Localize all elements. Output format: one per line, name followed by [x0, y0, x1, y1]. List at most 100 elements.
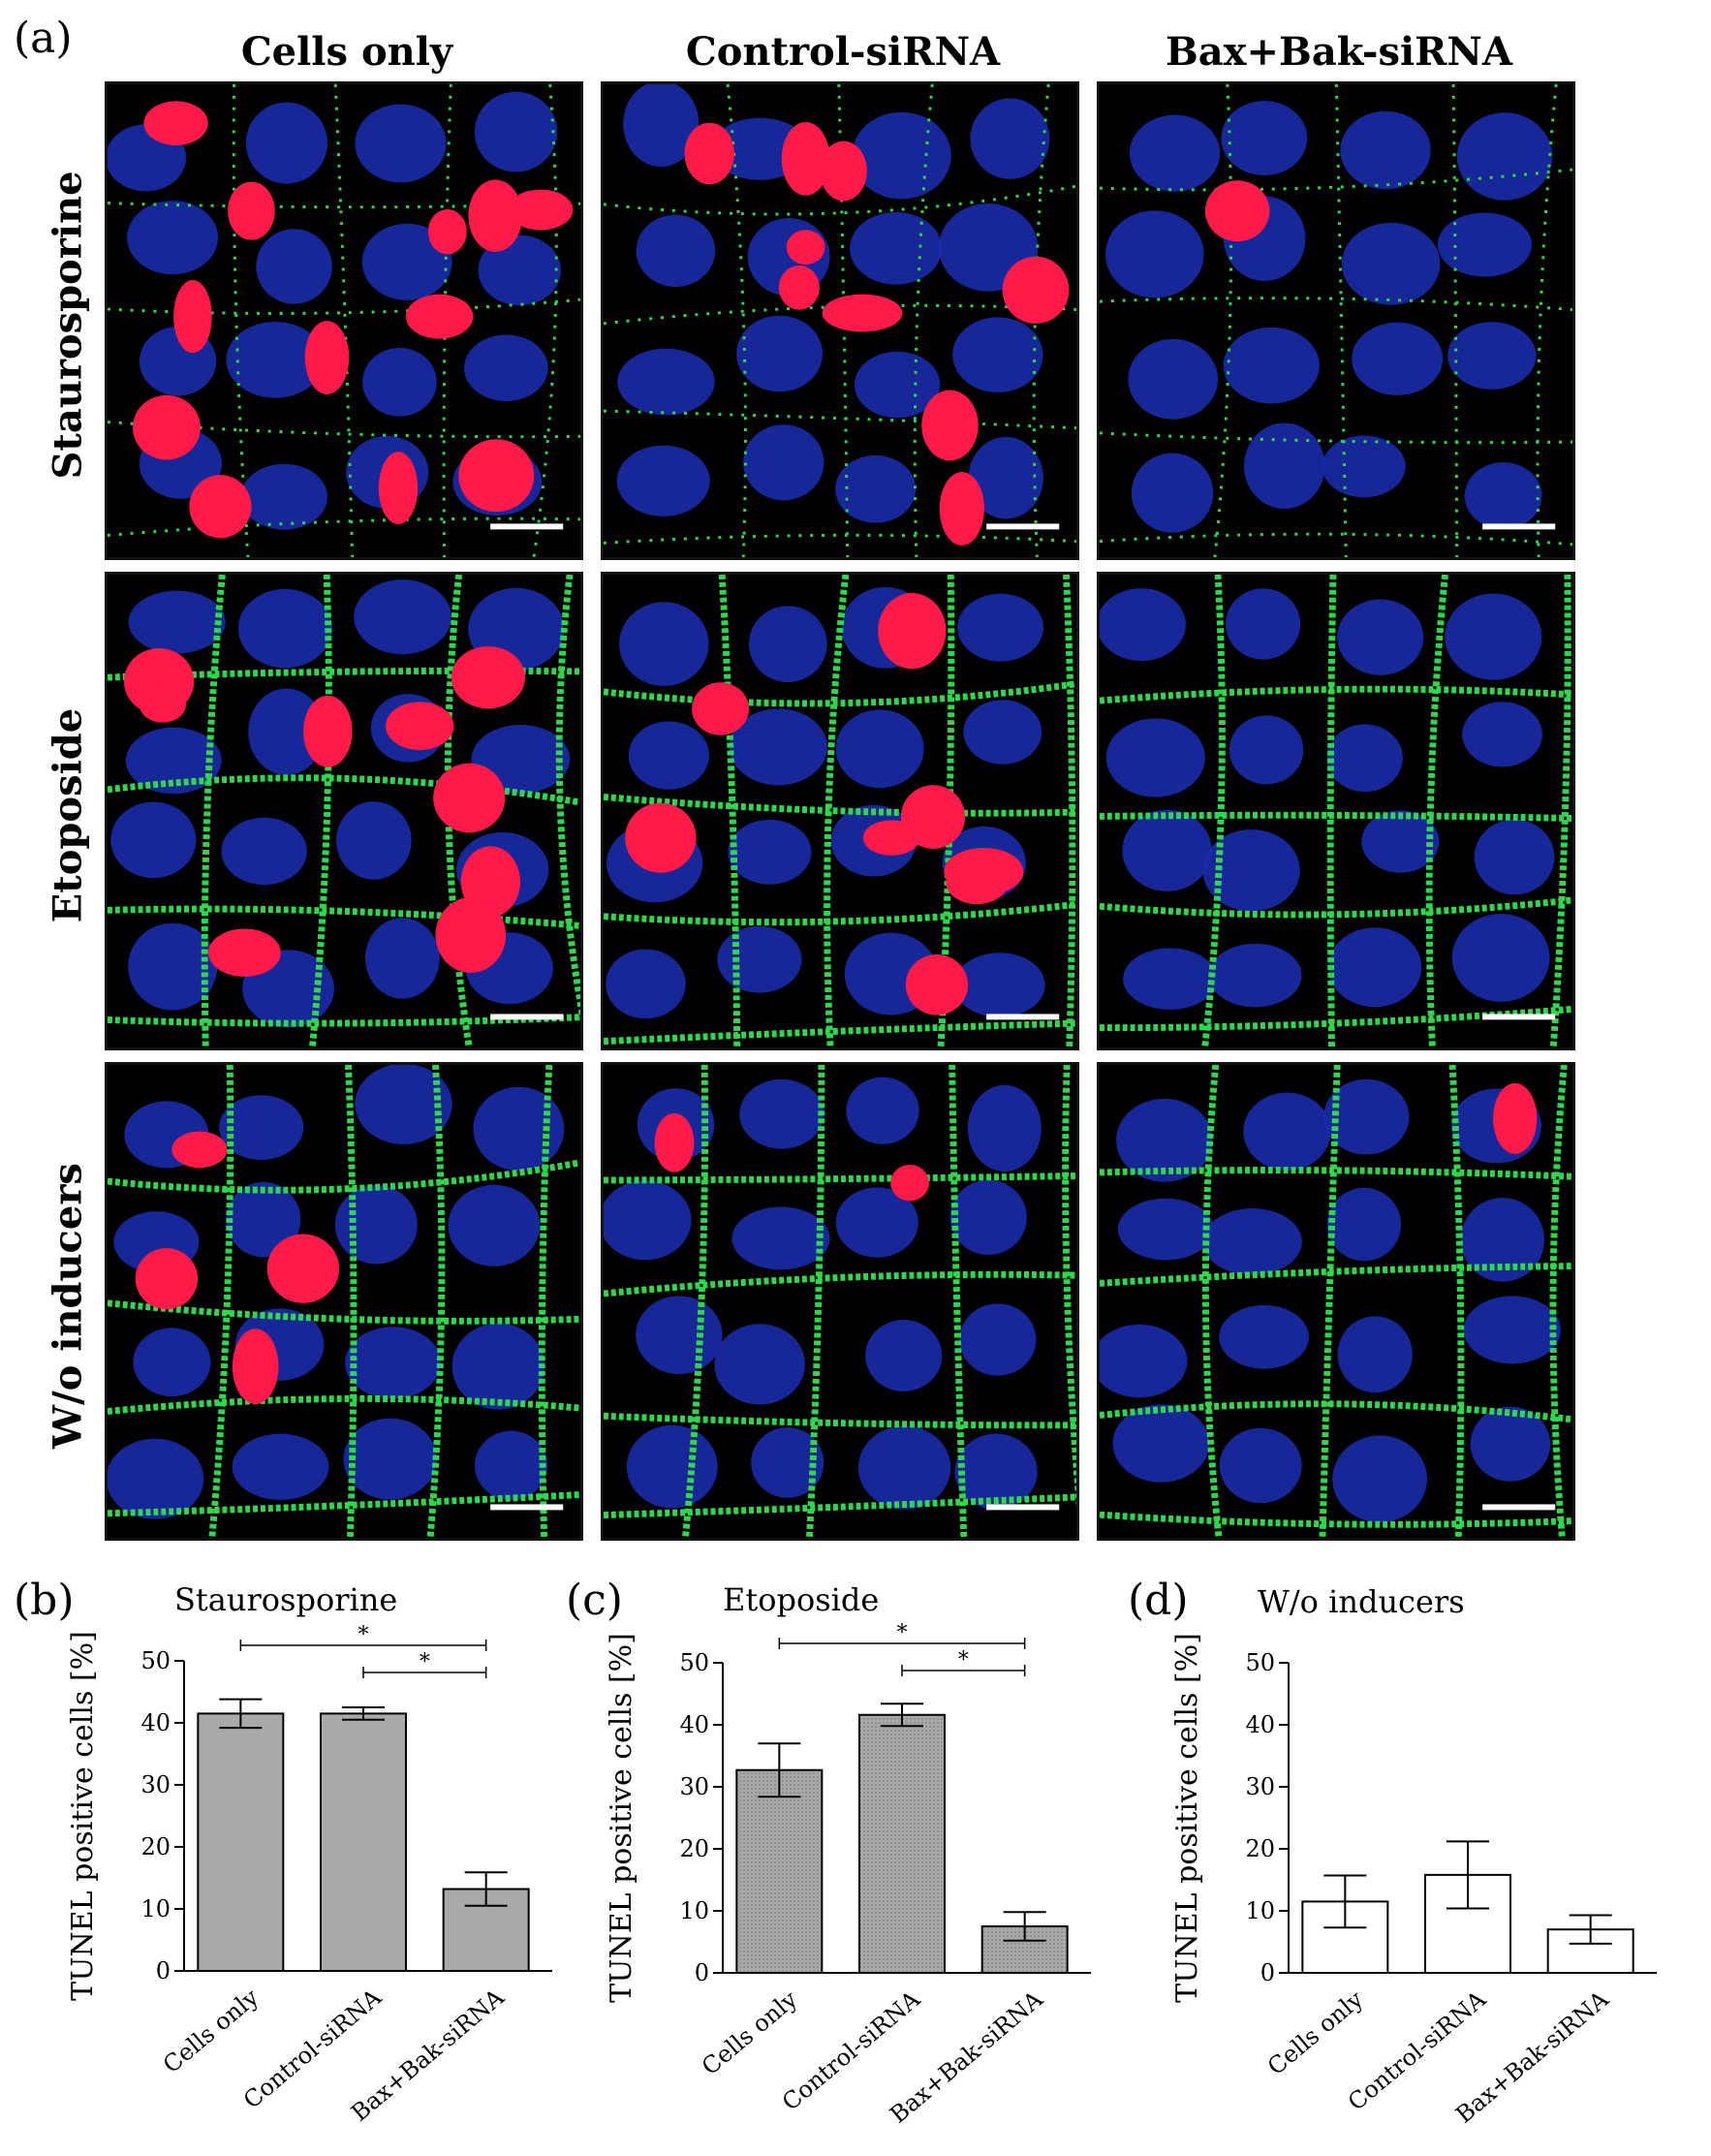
nucleus — [954, 1433, 1038, 1510]
nucleus — [128, 590, 226, 654]
column-header-cells-only: Cells only — [240, 29, 453, 75]
chart-svg: TUNEL positive cells [%] 0 10 20 30 40 50 Cells… — [66, 1623, 552, 2127]
nucleus — [636, 214, 716, 288]
panel-label-c: (c) — [566, 1576, 623, 1625]
tunel-positive-nucleus — [468, 179, 523, 252]
nucleus — [616, 445, 710, 516]
chart-title-staurosporine: Staurosporine — [174, 1581, 398, 1618]
nucleus — [474, 91, 558, 172]
nucleus — [1100, 588, 1186, 662]
tunel-positive-nucleus — [778, 266, 820, 310]
nucleus — [1337, 599, 1424, 675]
nucleus — [628, 721, 709, 790]
nucleus — [1332, 1435, 1428, 1523]
nucleus — [835, 709, 924, 789]
y-tick-label: 10 — [140, 1895, 171, 1922]
nucleus — [1202, 829, 1300, 912]
micrograph-image — [604, 575, 1076, 1047]
nucleus — [334, 1185, 418, 1265]
chart-svg: TUNEL positive cells [%] 0 10 20 30 40 50 Cells… — [1170, 1633, 1657, 2129]
nucleus — [364, 918, 440, 999]
nucleus — [1474, 819, 1555, 895]
y-tick-label: 0 — [156, 1957, 171, 1984]
tunel-positive-nucleus — [692, 682, 749, 735]
y-tick-label: 40 — [679, 1711, 709, 1738]
nucleus — [474, 1430, 548, 1501]
scale-bar — [1482, 1504, 1556, 1511]
micrograph-0-1 — [601, 81, 1079, 560]
nucleus — [953, 953, 1045, 1017]
nucleus — [226, 321, 325, 398]
nucleus — [846, 1077, 919, 1144]
y-tick-label: 30 — [1245, 1773, 1275, 1800]
tunel-positive-nucleus — [862, 820, 920, 856]
nucleus — [1470, 1406, 1551, 1482]
panel-label-b: (b) — [14, 1576, 75, 1625]
micrograph-1-0 — [105, 572, 583, 1050]
tunel-positive-nucleus — [1002, 256, 1070, 324]
nucleus — [1463, 1296, 1561, 1364]
nucleus — [857, 1425, 951, 1510]
tunel-positive-nucleus — [921, 390, 979, 461]
nucleus — [623, 84, 700, 168]
nucleus — [237, 588, 332, 669]
nucleus — [835, 454, 917, 523]
nucleus — [1340, 110, 1431, 190]
nucleus — [1361, 810, 1440, 873]
bar — [197, 1712, 285, 1973]
column-header-bax-bak-sirna: Bax+Bak-siRNA — [1165, 29, 1513, 75]
nucleus — [354, 579, 451, 655]
nucleus — [835, 1187, 918, 1258]
y-tick-label: 50 — [1245, 1649, 1275, 1676]
tunel-positive-nucleus — [173, 279, 212, 354]
micrograph-image — [108, 84, 580, 557]
row-header-staurosporine: Staurosporine — [45, 171, 91, 480]
tunel-positive-nucleus — [135, 1248, 199, 1310]
y-tick-label: 30 — [140, 1771, 171, 1798]
nucleus — [451, 1323, 545, 1410]
y-axis-label: TUNEL positive cells [%] — [1170, 1633, 1204, 2003]
y-tick-label: 10 — [1245, 1897, 1275, 1924]
tunel-positive-nucleus — [625, 802, 697, 873]
nucleus — [1105, 718, 1205, 797]
significance-bracket — [778, 1638, 1026, 1649]
bar — [735, 1768, 824, 1974]
x-tick-label: Cells only — [1262, 1985, 1368, 2080]
nucleus — [1445, 593, 1542, 680]
row-header-etoposide: Etoposide — [45, 707, 91, 923]
micrograph-2-2 — [1097, 1062, 1575, 1541]
tunel-positive-nucleus — [304, 321, 350, 394]
error-bar — [1569, 1914, 1612, 1945]
nucleus — [133, 1328, 211, 1397]
nucleus — [959, 1303, 1037, 1376]
tunel-positive-nucleus — [905, 953, 969, 1016]
nucleus — [1202, 1208, 1302, 1275]
tunel-positive-nucleus — [139, 687, 186, 723]
nucleus — [949, 1179, 1027, 1256]
scale-bar — [986, 1504, 1060, 1511]
nucleus — [232, 1433, 329, 1500]
y-tick-label: 0 — [1260, 1959, 1275, 1986]
tunel-positive-nucleus — [435, 897, 507, 973]
nucleus — [1129, 114, 1221, 192]
nucleus — [970, 98, 1050, 179]
significance-bracket — [239, 1640, 487, 1651]
nucleus — [1229, 715, 1304, 785]
nucleus — [748, 606, 827, 683]
nucleus — [619, 602, 709, 687]
membrane-network — [604, 1065, 1076, 1538]
micrograph-image — [108, 1065, 580, 1538]
y-tick-label: 0 — [695, 1959, 709, 1986]
tunel-positive-nucleus — [939, 472, 984, 546]
nucleus — [1100, 1324, 1188, 1398]
y-axis-label: TUNEL positive cells [%] — [66, 1631, 100, 2001]
significance-bracket — [362, 1667, 487, 1678]
nucleus — [1122, 809, 1212, 891]
error-bar — [1323, 1874, 1367, 1929]
scale-bar — [490, 1504, 564, 1511]
micrograph-2-0 — [105, 1062, 583, 1541]
nucleus — [355, 1065, 452, 1144]
micrograph-image — [1100, 84, 1572, 557]
nucleus — [968, 436, 1043, 519]
nucleus — [731, 1206, 830, 1270]
